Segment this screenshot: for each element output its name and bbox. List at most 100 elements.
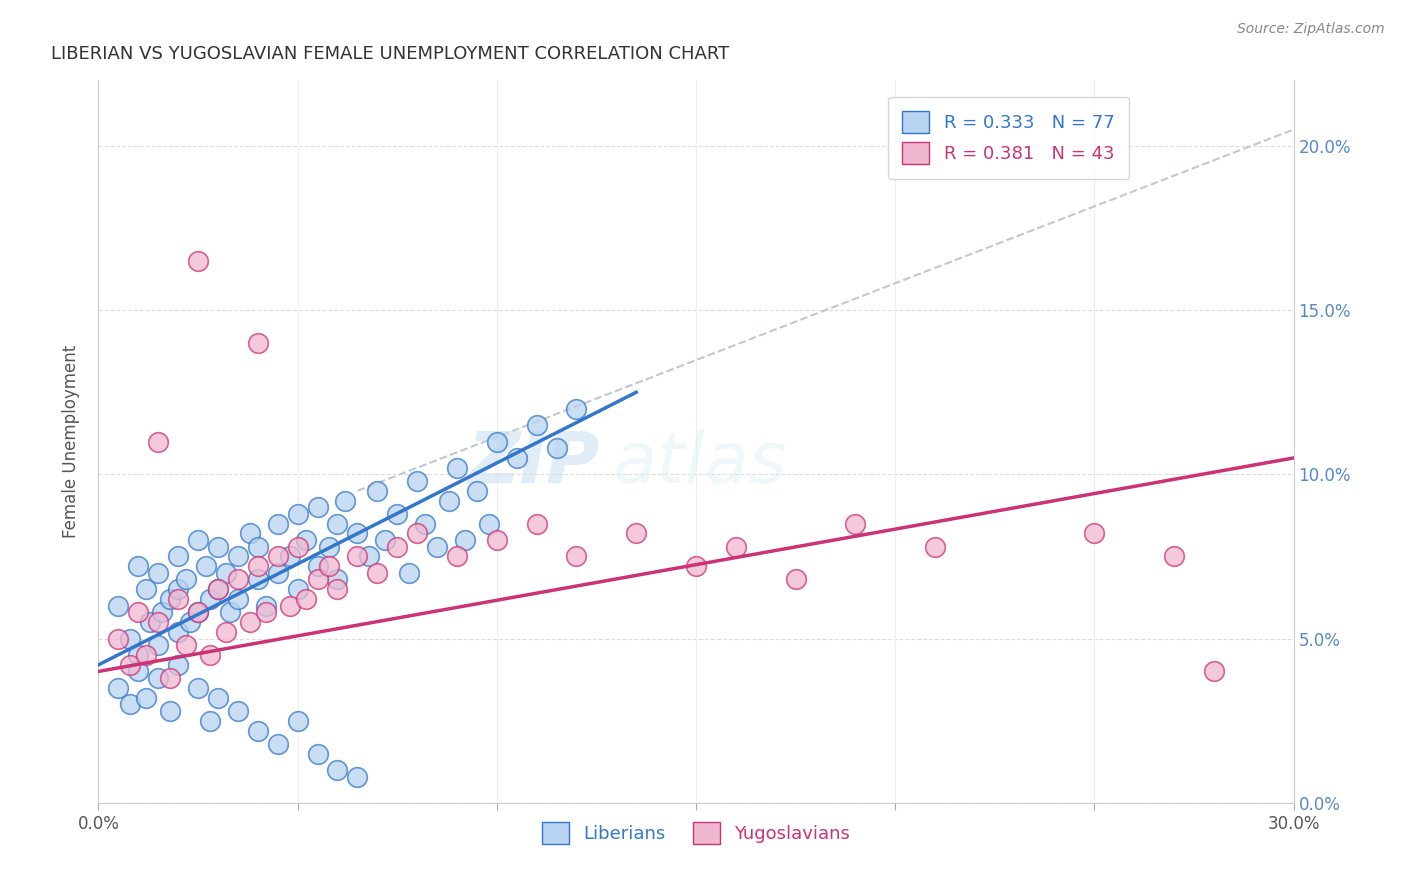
Point bbox=[187, 681, 209, 695]
Point bbox=[215, 566, 238, 580]
Point bbox=[187, 605, 209, 619]
Point bbox=[506, 450, 529, 465]
Point bbox=[724, 540, 747, 554]
Point bbox=[1202, 665, 1225, 679]
Point bbox=[215, 625, 238, 640]
Point bbox=[454, 533, 477, 547]
Point bbox=[426, 540, 449, 554]
Point bbox=[254, 599, 277, 613]
Point bbox=[179, 615, 201, 630]
Point bbox=[148, 434, 170, 449]
Text: LIBERIAN VS YUGOSLAVIAN FEMALE UNEMPLOYMENT CORRELATION CHART: LIBERIAN VS YUGOSLAVIAN FEMALE UNEMPLOYM… bbox=[51, 45, 728, 63]
Point bbox=[207, 582, 229, 597]
Point bbox=[374, 533, 396, 547]
Point bbox=[366, 483, 388, 498]
Point bbox=[127, 665, 149, 679]
Y-axis label: Female Unemployment: Female Unemployment bbox=[62, 345, 80, 538]
Point bbox=[127, 559, 149, 574]
Point bbox=[565, 401, 588, 416]
Point bbox=[207, 540, 229, 554]
Point bbox=[307, 573, 329, 587]
Point bbox=[107, 681, 129, 695]
Point bbox=[187, 533, 209, 547]
Point bbox=[446, 549, 468, 564]
Point bbox=[187, 605, 209, 619]
Point bbox=[267, 566, 290, 580]
Point bbox=[159, 592, 181, 607]
Point bbox=[267, 737, 290, 751]
Text: atlas: atlas bbox=[613, 429, 787, 498]
Point bbox=[385, 507, 409, 521]
Point bbox=[287, 540, 309, 554]
Point bbox=[246, 336, 269, 351]
Point bbox=[526, 418, 548, 433]
Point bbox=[278, 599, 301, 613]
Text: ZIP: ZIP bbox=[468, 429, 600, 498]
Point bbox=[346, 770, 368, 784]
Point bbox=[226, 592, 249, 607]
Point bbox=[359, 549, 381, 564]
Point bbox=[107, 599, 129, 613]
Point bbox=[167, 582, 190, 597]
Point bbox=[267, 549, 290, 564]
Legend: Liberians, Yugoslavians: Liberians, Yugoslavians bbox=[534, 815, 858, 852]
Point bbox=[246, 723, 269, 738]
Point bbox=[148, 671, 170, 685]
Point bbox=[287, 507, 309, 521]
Point bbox=[326, 573, 349, 587]
Point bbox=[1083, 526, 1105, 541]
Point bbox=[198, 714, 221, 728]
Point bbox=[318, 559, 340, 574]
Point bbox=[127, 648, 149, 662]
Point bbox=[307, 559, 329, 574]
Point bbox=[1163, 549, 1185, 564]
Point bbox=[785, 573, 807, 587]
Point bbox=[226, 573, 249, 587]
Point bbox=[219, 605, 242, 619]
Point bbox=[148, 615, 170, 630]
Point bbox=[346, 549, 368, 564]
Point bbox=[307, 747, 329, 761]
Point bbox=[174, 638, 197, 652]
Point bbox=[346, 526, 368, 541]
Point bbox=[318, 540, 340, 554]
Point bbox=[246, 559, 269, 574]
Point bbox=[167, 549, 190, 564]
Point bbox=[335, 493, 357, 508]
Point bbox=[406, 526, 429, 541]
Point bbox=[135, 582, 157, 597]
Point bbox=[294, 533, 316, 547]
Point bbox=[226, 549, 249, 564]
Point bbox=[278, 549, 301, 564]
Point bbox=[294, 592, 316, 607]
Point bbox=[254, 605, 277, 619]
Point bbox=[139, 615, 162, 630]
Point bbox=[167, 625, 190, 640]
Text: Source: ZipAtlas.com: Source: ZipAtlas.com bbox=[1237, 22, 1385, 37]
Point bbox=[187, 253, 209, 268]
Point bbox=[120, 632, 142, 646]
Point bbox=[485, 434, 508, 449]
Point bbox=[167, 592, 190, 607]
Point bbox=[478, 516, 501, 531]
Point bbox=[326, 516, 349, 531]
Point bbox=[226, 704, 249, 718]
Point bbox=[239, 526, 262, 541]
Point bbox=[167, 657, 190, 672]
Point bbox=[198, 648, 221, 662]
Point bbox=[465, 483, 488, 498]
Point bbox=[239, 615, 262, 630]
Point bbox=[174, 573, 197, 587]
Point bbox=[267, 516, 290, 531]
Point bbox=[437, 493, 460, 508]
Point bbox=[195, 559, 218, 574]
Point bbox=[685, 559, 707, 574]
Point bbox=[326, 763, 349, 777]
Point bbox=[398, 566, 420, 580]
Point bbox=[207, 582, 229, 597]
Point bbox=[148, 566, 170, 580]
Point bbox=[485, 533, 508, 547]
Point bbox=[413, 516, 436, 531]
Point bbox=[246, 540, 269, 554]
Point bbox=[135, 690, 157, 705]
